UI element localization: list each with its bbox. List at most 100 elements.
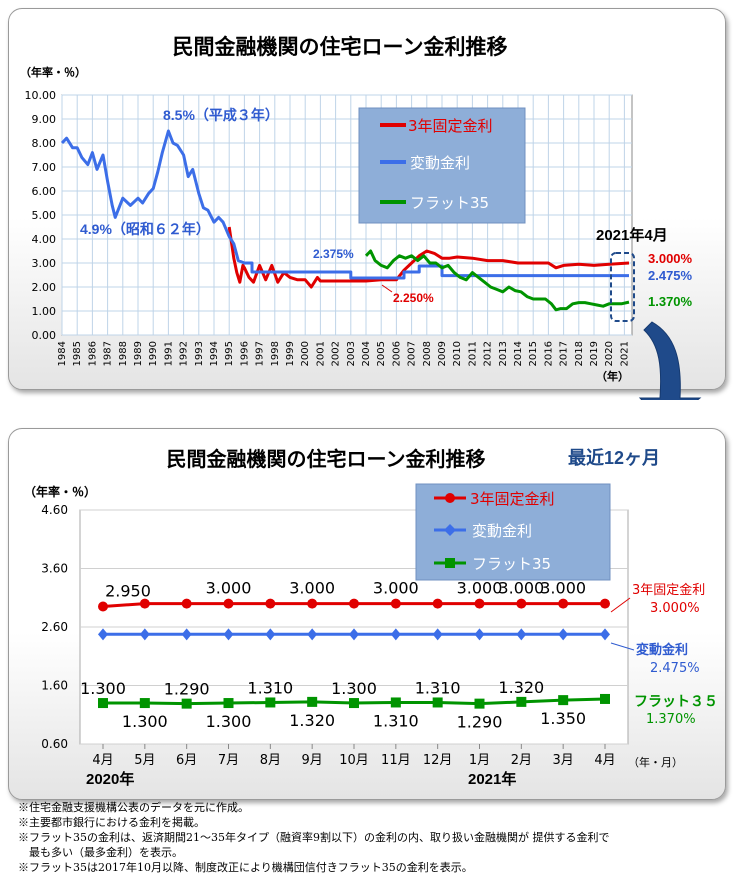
footnote: ※住宅金融支援機構公表のデータを元に作成。 xyxy=(18,801,249,814)
flat35-point xyxy=(516,696,527,707)
top-x-tick-label: 2008 xyxy=(422,341,433,366)
top-x-tick-label: 1985 xyxy=(72,341,83,366)
top-x-tick-label: 2015 xyxy=(528,341,539,366)
top-x-tick-label: 2021 xyxy=(619,341,630,366)
top-x-tick-label: 2009 xyxy=(437,341,448,366)
fixed-rate-point xyxy=(390,598,401,609)
variable-rate-point xyxy=(307,628,318,641)
right-label-fixed-value: 3.000% xyxy=(650,601,700,616)
flat35-data-label: 1.300 xyxy=(331,679,377,698)
variable-rate-point xyxy=(516,628,527,641)
bottom-y-tick-label: 1.60 xyxy=(41,679,68,693)
top-y-tick-label: 0.00 xyxy=(32,329,57,342)
fixed-rate-data-label: 3.000 xyxy=(540,579,586,598)
flat35-line xyxy=(364,249,630,312)
fixed-rate-point xyxy=(223,598,234,609)
bottom-x-tick-label: 4月 xyxy=(594,753,615,768)
top-x-tick-label: 2018 xyxy=(574,341,585,366)
top-y-tick-label: 9.00 xyxy=(32,113,57,126)
fixed-rate-point xyxy=(516,598,527,609)
top-x-tick-label: 1995 xyxy=(224,341,235,366)
top-year-unit: （年） xyxy=(596,369,629,383)
fixed-rate-point xyxy=(265,598,276,609)
variable-rate-point xyxy=(432,628,443,641)
fixed-rate-point xyxy=(349,598,359,609)
fixed-rate-line xyxy=(227,226,630,289)
latest-month-highlight xyxy=(610,252,635,322)
annotation-peak: 8.5%（平成３年） xyxy=(163,107,279,123)
bottom-y-unit: （年率・％） xyxy=(24,484,96,499)
top-x-tick-label: 2003 xyxy=(346,341,357,366)
flat35-point xyxy=(307,696,318,707)
annotation-fixed-2250-leader xyxy=(381,284,393,293)
bottom-legend-variable: 変動金利 xyxy=(472,522,532,540)
flat35-data-label: 1.290 xyxy=(457,713,503,732)
flat35-point xyxy=(265,697,276,708)
variable-rate-point xyxy=(98,628,108,641)
flat35-point xyxy=(349,698,359,709)
flat35-point xyxy=(181,698,192,709)
top-y-tick-label: 6.00 xyxy=(32,185,57,198)
bottom-y-tick-label: 4.60 xyxy=(41,503,68,517)
top-x-tick-label: 2016 xyxy=(543,341,554,366)
flat35-point xyxy=(223,698,234,709)
variable-rate-point xyxy=(474,628,485,641)
bottom-legend-fixed: 3年固定金利 xyxy=(470,490,555,508)
flat35-data-label: 1.300 xyxy=(206,712,252,731)
bottom-x-tick-label: 4月 xyxy=(92,753,113,768)
top-x-tick-label: 1988 xyxy=(118,341,129,366)
variable-rate-point xyxy=(600,628,610,641)
variable-rate-point xyxy=(139,628,150,641)
top-x-tick-label: 2005 xyxy=(376,341,387,366)
top-x-tick-label: 2011 xyxy=(467,341,478,366)
right-label-fixed-name: 3年固定金利 xyxy=(632,582,705,598)
top-end-label-fixed: 3.000% xyxy=(648,251,693,266)
flat35-point xyxy=(139,698,150,709)
top-x-tick-label: 1997 xyxy=(255,341,266,366)
top-x-tick-label: 2017 xyxy=(559,341,570,366)
variable-rate-line xyxy=(60,129,629,280)
flat35-point xyxy=(432,697,443,708)
footnote: 最も多い（最多金利）を表示。 xyxy=(18,846,183,859)
bottom-chart-subtitle: 最近12ヶ月 xyxy=(568,447,660,468)
top-x-tick-label: 2012 xyxy=(483,341,494,366)
top-x-tick-label: 2006 xyxy=(391,341,402,366)
bottom-y-tick-label: 0.60 xyxy=(41,737,68,751)
fixed-rate-point xyxy=(432,598,443,609)
top-x-tick-label: 2010 xyxy=(452,341,463,366)
footnote: ※フラット35は2017年10月以降、制度改正により機構団信付きフラット35の金… xyxy=(18,861,473,874)
variable-rate-point xyxy=(390,628,401,641)
year-2020-label: 2020年 xyxy=(86,770,134,788)
top-x-tick-label: 1990 xyxy=(148,341,159,366)
top-legend-fixed: 3年固定金利 xyxy=(408,117,493,135)
top-x-tick-label: 1984 xyxy=(57,341,68,366)
top-x-tick-label: 1999 xyxy=(285,341,296,366)
flat35-data-label: 1.320 xyxy=(498,678,544,697)
top-x-tick-label: 2001 xyxy=(315,341,326,366)
recent-chart: 民間金融機関の住宅ローン金利推移 最近12ヶ月 （年率・％） 0.60 1.60 2… xyxy=(24,447,718,788)
flat35-data-label: 1.310 xyxy=(415,678,461,697)
top-x-tick-label: 2019 xyxy=(589,341,600,366)
bottom-legend-marker-fixed xyxy=(445,493,455,503)
flat35-point xyxy=(600,693,610,704)
flat35-data-label: 1.310 xyxy=(247,678,293,697)
right-label-flat-value: 1.370% xyxy=(646,712,696,727)
bottom-legend-marker-flat xyxy=(445,558,455,568)
top-x-tick-label: 2013 xyxy=(498,341,509,366)
flat35-data-label: 1.350 xyxy=(540,709,586,728)
top-x-tick-label: 1993 xyxy=(194,341,205,366)
top-end-label-variable: 2.475% xyxy=(648,268,693,283)
variable-rate-point xyxy=(558,628,569,641)
bottom-x-tick-label: 2月 xyxy=(511,753,532,768)
top-x-tick-label: 1996 xyxy=(239,341,250,366)
right-label-fixed-leader xyxy=(610,597,631,613)
bottom-y-tick-label: 2.60 xyxy=(41,620,68,634)
top-x-tick-label: 2020 xyxy=(604,341,615,366)
right-label-variable-value: 2.475% xyxy=(650,661,700,676)
bottom-axis-unit: （年・月） xyxy=(628,755,683,769)
right-label-variable-leader xyxy=(610,642,635,651)
variable-rate-point xyxy=(349,628,359,641)
footnote: ※主要都市銀行における金利を掲載。 xyxy=(18,816,205,829)
bottom-x-tick-label: 1月 xyxy=(469,753,490,768)
top-x-tick-label: 1998 xyxy=(270,341,281,366)
